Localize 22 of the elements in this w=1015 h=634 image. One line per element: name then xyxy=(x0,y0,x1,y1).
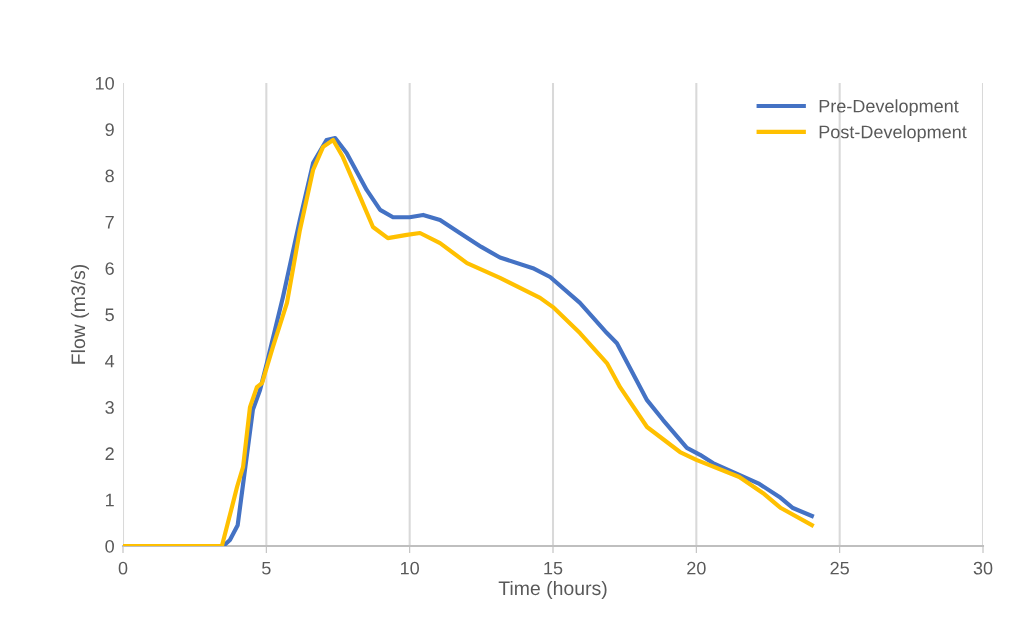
x-tick-label: 30 xyxy=(973,561,993,575)
y-tick-label: 6 xyxy=(105,262,114,275)
y-tick-label: 8 xyxy=(105,169,114,183)
y-tick-label: 7 xyxy=(105,216,114,229)
y-tick-label: 1 xyxy=(106,493,114,507)
y-tick-label: 5 xyxy=(105,308,114,322)
y-axis-title: Flow (m3/s) xyxy=(70,264,90,364)
y-tick-label: 10 xyxy=(95,76,114,90)
x-tick-label: 5 xyxy=(262,561,271,575)
x-tick-label: 10 xyxy=(401,561,419,575)
y-tick-label: 0 xyxy=(105,539,114,553)
y-tick-label: 2 xyxy=(105,447,114,460)
legend-label: Post-Development xyxy=(819,125,967,142)
x-axis-title: Time (hours) xyxy=(498,580,607,599)
y-tick-label: 9 xyxy=(105,123,114,137)
x-tick-label: 25 xyxy=(830,561,849,575)
y-tick-label: 4 xyxy=(105,354,115,368)
x-tick-label: 0 xyxy=(118,561,128,575)
legend-label: Pre-Development xyxy=(819,99,959,117)
x-tick-label: 20 xyxy=(687,561,706,575)
y-tick-label: 3 xyxy=(105,401,114,414)
x-tick-label: 15 xyxy=(544,561,563,575)
